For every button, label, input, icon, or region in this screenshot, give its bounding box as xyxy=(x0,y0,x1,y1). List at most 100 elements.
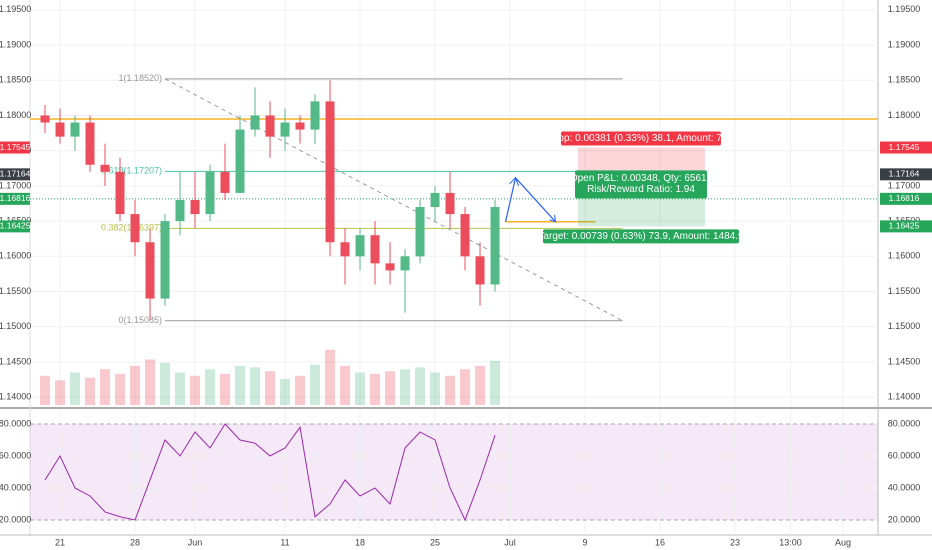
price-tag-label: 1.17164 xyxy=(0,169,31,179)
volume-bar xyxy=(370,373,381,405)
candle-body xyxy=(55,122,65,137)
y-tick-label-left: 1.19000 xyxy=(0,39,31,49)
candle-body xyxy=(340,242,350,257)
price-tag-label: 1.16816 xyxy=(0,193,31,203)
candle-body xyxy=(370,235,380,264)
price-tag xyxy=(0,192,30,205)
price-tag xyxy=(880,141,932,154)
stop-label-box xyxy=(561,131,721,146)
x-tick-label: 13:00 xyxy=(779,537,802,547)
volume-bar xyxy=(175,372,186,405)
rsi-tick-label-left: 20.0000 xyxy=(0,514,31,524)
volume-bar xyxy=(385,371,396,405)
stop-label: Stop: 0.00381 (0.33%) 38.1, Amount: 750 xyxy=(549,133,733,144)
y-tick-label-left: 1.17000 xyxy=(0,180,31,190)
candle-body xyxy=(415,207,425,257)
candle-body xyxy=(325,101,335,243)
rsi-tick-label: 40.0000 xyxy=(888,482,921,492)
y-tick-label-left: 1.15000 xyxy=(0,321,31,331)
candle-body xyxy=(115,171,125,215)
rsi-band xyxy=(30,423,878,520)
candle-body xyxy=(145,242,155,299)
candle-body xyxy=(310,101,320,130)
y-tick-label: 1.16000 xyxy=(888,251,921,261)
volume-bar xyxy=(100,369,111,405)
candle-body xyxy=(490,207,500,285)
price-tag-label: 1.17545 xyxy=(0,142,31,152)
y-tick-label: 1.19000 xyxy=(888,39,921,49)
rsi-tick-label: 20.0000 xyxy=(888,514,921,524)
price-tag-label: 1.17164 xyxy=(889,169,920,179)
candle-body xyxy=(40,115,50,123)
rsi-tick-label: 80.0000 xyxy=(888,418,921,428)
volume-bar xyxy=(115,373,126,405)
volume-bar xyxy=(220,373,231,405)
price-tag xyxy=(880,220,932,233)
candle-body xyxy=(190,199,200,215)
stop-zone xyxy=(578,147,705,175)
volume-bar xyxy=(250,367,261,405)
volume-bar xyxy=(430,372,441,405)
target-label-box xyxy=(543,229,739,244)
price-tag-label: 1.17545 xyxy=(889,142,920,152)
rsi-line xyxy=(44,423,496,522)
x-tick-label: 21 xyxy=(55,537,65,547)
y-tick-label-left: 1.16000 xyxy=(0,251,31,261)
volume-bar xyxy=(340,366,351,405)
x-tick-label: 9 xyxy=(583,537,588,547)
candle-body xyxy=(250,115,260,130)
candle-body xyxy=(70,122,80,137)
y-tick-label: 1.14000 xyxy=(888,392,921,402)
pnl-label: Open P&L: 0.00348, Qty: 65616 xyxy=(570,173,713,184)
target-label: Target: 0.00739 (0.63%) 73.9, Amount: 14… xyxy=(538,231,744,242)
rsi-tick-label-left: 80.0000 xyxy=(0,418,31,428)
volume-bar xyxy=(145,359,156,405)
y-tick-label: 1.17000 xyxy=(888,180,921,190)
candle-body xyxy=(100,164,110,172)
x-tick-label: 11 xyxy=(280,537,289,547)
volume-bar xyxy=(295,375,306,405)
volume-bar xyxy=(400,369,411,405)
volume-bar xyxy=(85,377,96,405)
price-tag-label: 1.16425 xyxy=(889,221,920,231)
candle-body xyxy=(355,235,365,257)
volume-bar xyxy=(475,366,486,405)
x-tick-label: 16 xyxy=(655,537,665,547)
arrow-head xyxy=(509,176,519,186)
candle-body xyxy=(220,171,230,193)
candle-body xyxy=(235,129,245,193)
volume-bar xyxy=(460,369,471,405)
volume-bar xyxy=(490,360,501,405)
y-tick-label: 1.19500 xyxy=(888,4,921,14)
y-tick-label: 1.18000 xyxy=(888,110,921,120)
x-tick-label: 28 xyxy=(130,537,140,547)
volume-bar xyxy=(355,372,366,405)
candle-body xyxy=(460,214,470,257)
fib-label: 0.618(1.17207) xyxy=(101,166,162,176)
volume-bar xyxy=(190,375,201,405)
y-tick-label: 1.14500 xyxy=(888,356,921,366)
x-tick-label: Jul xyxy=(504,537,516,547)
fib-label: 0(1.15085) xyxy=(118,315,162,325)
candle-body xyxy=(160,221,170,299)
y-tick-label-left: 1.14000 xyxy=(0,392,31,402)
price-tag xyxy=(0,220,30,233)
candle-body xyxy=(130,214,140,243)
volume-bar xyxy=(205,369,216,405)
candle-body xyxy=(400,256,410,271)
y-tick-label-left: 1.18000 xyxy=(0,110,31,120)
pnl-label-box xyxy=(575,170,707,199)
price-tag-label: 1.16816 xyxy=(889,193,920,203)
volume-bar xyxy=(235,366,246,405)
volume-bar xyxy=(310,364,321,405)
y-tick-label: 1.18500 xyxy=(888,75,921,85)
candle-body xyxy=(85,122,95,165)
candle-body xyxy=(175,199,185,222)
rr-label: Risk/Reward Ratio: 1.94 xyxy=(587,184,695,195)
y-tick-label: 1.15500 xyxy=(888,286,921,296)
candle-body xyxy=(280,122,290,137)
y-tick-label-left: 1.15500 xyxy=(0,286,31,296)
